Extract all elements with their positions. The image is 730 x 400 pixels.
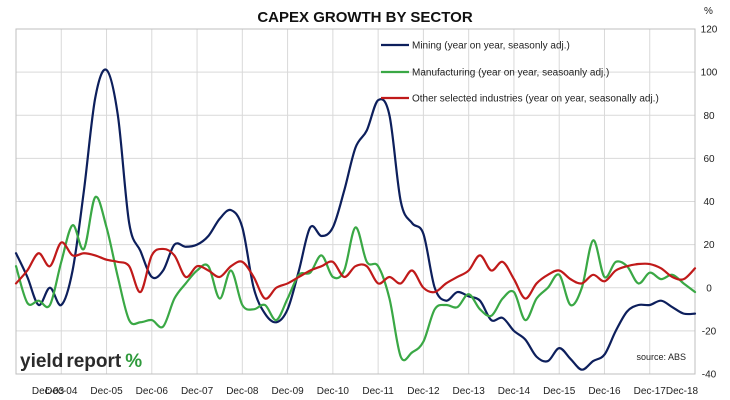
y-tick-label: -40 (702, 370, 717, 381)
x-tick-label: Dec-11 (362, 386, 394, 397)
y-tick-label: 120 (701, 25, 718, 36)
y-tick-label: 80 (703, 111, 715, 122)
gridlines (16, 29, 695, 374)
x-tick-label: Dec-12 (407, 386, 440, 397)
y-axis-tick-labels: -40 -20 0 20 40 60 80 100 120 (701, 25, 718, 381)
logo-text-yield: yield (20, 351, 63, 372)
legend: Mining (year on year, seasonly adj.) Manu… (381, 41, 659, 105)
x-tick-label: Dec-07 (181, 386, 214, 397)
legend-label: Manufacturing (year on year, seasoanly a… (412, 68, 609, 79)
legend-entry-mining: Mining (year on year, seasonly adj.) (381, 41, 570, 52)
series-line-mining (14, 68, 697, 371)
series-line-manufacturing (14, 195, 697, 362)
legend-label: Other selected industries (year on year,… (412, 94, 659, 105)
x-tick-label: Dec-03 (32, 386, 65, 397)
source-note: source: ABS (636, 352, 686, 362)
x-tick-label: Dec-10 (317, 386, 350, 397)
legend-entry-other-industries: Other selected industries (year on year,… (381, 94, 659, 105)
x-tick-label: Dec-14 (498, 386, 531, 397)
x-tick-label: Dec-16 (588, 386, 621, 397)
yieldreport-logo: yield report% (20, 351, 142, 372)
y-tick-label: 0 (706, 283, 712, 294)
series-line-other-industries (14, 241, 697, 300)
y-tick-label: 60 (703, 154, 715, 165)
plot-area-border (15, 28, 696, 375)
y-axis-unit-label: % (704, 6, 713, 17)
x-tick-label: Dec-17 (634, 386, 667, 397)
x-tick-label: Dec-04 (45, 386, 78, 397)
x-tick-label: Dec-08 (226, 386, 259, 397)
x-tick-label: Dec-06 (136, 386, 169, 397)
y-tick-label: -20 (702, 326, 717, 337)
logo-text-report: report (66, 351, 122, 372)
x-tick-label: Dec-15 (543, 386, 576, 397)
x-tick-label: Dec-09 (271, 386, 304, 397)
legend-entry-manufacturing: Manufacturing (year on year, seasoanly a… (381, 68, 609, 79)
series-lines (14, 68, 697, 371)
legend-label: Mining (year on year, seasonly adj.) (412, 41, 570, 52)
y-tick-label: 100 (701, 68, 718, 79)
x-tick-label: Dec-05 (90, 386, 123, 397)
chart-title: CAPEX GROWTH BY SECTOR (257, 9, 472, 26)
x-tick-label: Dec-18 (666, 386, 699, 397)
x-tick-label: Dec-13 (453, 386, 486, 397)
y-tick-label: 40 (703, 197, 715, 208)
y-tick-label: 20 (703, 240, 715, 251)
logo-percent-icon: % (125, 351, 142, 372)
